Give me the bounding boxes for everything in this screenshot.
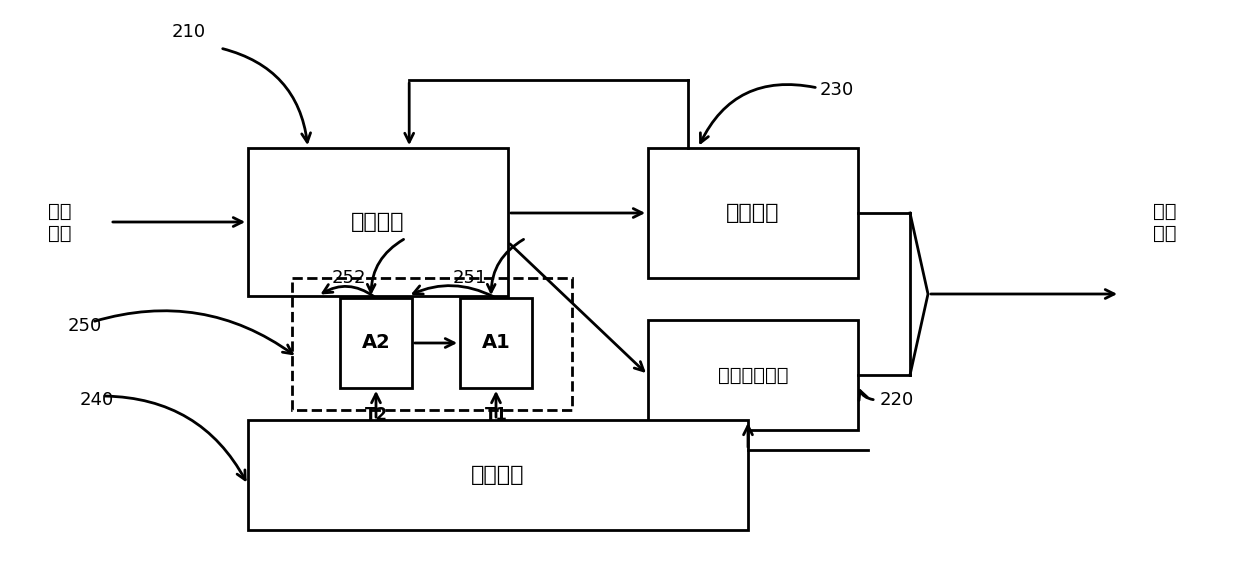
Text: 240: 240 (81, 391, 114, 409)
Bar (648, 320, 857, 430)
Text: 延时电路: 延时电路 (471, 465, 525, 485)
Text: 251: 251 (453, 269, 487, 287)
Text: 叠加电路: 叠加电路 (351, 212, 405, 232)
Bar (248, 420, 748, 530)
Bar (339, 298, 413, 388)
Text: 输入
端口: 输入 端口 (48, 201, 72, 242)
Text: 低通滤波: 低通滤波 (726, 203, 779, 223)
Bar (648, 148, 857, 278)
Text: 210: 210 (172, 23, 206, 41)
Text: 250: 250 (68, 317, 103, 335)
Text: 输出
端口: 输出 端口 (1154, 201, 1177, 242)
Bar (460, 298, 532, 388)
Text: 252: 252 (332, 269, 367, 287)
Bar (248, 148, 508, 296)
Text: 量化处理电路: 量化处理电路 (717, 366, 788, 385)
Text: A2: A2 (362, 333, 390, 352)
Text: 220: 220 (880, 391, 914, 409)
Text: T1: T1 (484, 406, 508, 424)
Text: A1: A1 (482, 333, 510, 352)
Text: T2: T2 (364, 406, 388, 424)
Text: 230: 230 (820, 81, 854, 99)
Bar (292, 278, 572, 410)
